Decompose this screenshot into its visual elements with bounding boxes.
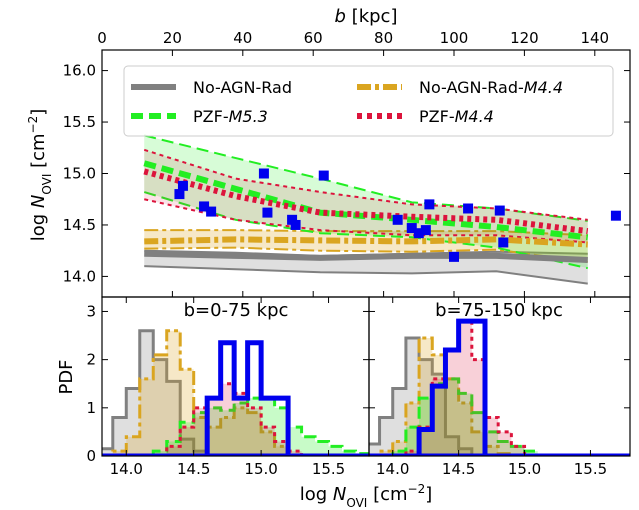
top-x-tick-label: 60 <box>304 29 323 47</box>
bottom-left-hist-no-agn-rad-m4-4 <box>102 329 369 456</box>
observation-point <box>287 214 298 225</box>
top-panel-ylabel: log NOVI [cm−2] <box>26 109 54 242</box>
observation-point <box>406 223 417 234</box>
lower-line-no-agn-rad <box>144 265 588 285</box>
top-x-tick-label: 20 <box>163 29 182 47</box>
top-y-tick-label: 14.0 <box>63 267 96 285</box>
lower-line-pzf-m5-3 <box>143 191 588 270</box>
bottom-xlabel-rest: [cm <box>367 484 407 505</box>
top-y-tick-label: 14.5 <box>63 216 96 234</box>
legend-label-pzf-m53-main: PZF- <box>193 107 229 126</box>
bottom-xlabel-italic: N <box>333 484 346 505</box>
legend-label-pzf-m44-main: PZF- <box>419 107 455 126</box>
legend-label-no-agn-rad-m44-main: No-AGN-Rad- <box>419 78 524 97</box>
bottom-left-x-tick-label: 14.0 <box>110 460 143 478</box>
observation-point <box>177 180 188 191</box>
top-x-tick-label: 40 <box>233 29 252 47</box>
bottom-left-y-tick-label: 2 <box>86 351 96 369</box>
median-line-pzf-m5-3 <box>143 160 589 241</box>
bottom-right-x-tick-label: 14.5 <box>442 460 475 478</box>
top-ylabel-close: ] <box>28 109 49 116</box>
top-y-tick-label: 15.5 <box>63 113 96 131</box>
top-x-tick-label: 140 <box>580 29 609 47</box>
observation-point <box>449 251 459 262</box>
top-x-tick-label: 0 <box>97 29 107 47</box>
top-ylabel-main: log <box>28 208 49 241</box>
median-line-no-agn-rad <box>144 250 588 263</box>
observation-point <box>199 201 210 212</box>
legend-label-pzf-m53-italic: M5.3 <box>229 107 268 126</box>
top-ylabel-rest: [cm <box>28 133 49 173</box>
legend-label-pzf-m44-italic: M4.4 <box>455 107 494 126</box>
bottom-left-panel-title: b=0-75 kpc <box>184 300 289 321</box>
bottom-left-x-tick-label: 15.0 <box>244 460 277 478</box>
bottom-right-hist-observations <box>369 318 630 456</box>
bottom-xlabel-exp: −2 <box>408 482 426 496</box>
observation-point <box>424 199 435 210</box>
legend-label-no-agn-rad-main: No-AGN-Rad <box>193 78 292 97</box>
bottom-left-panel-plot <box>102 329 369 456</box>
legend: No-AGN-Rad No-AGN-Rad-M4.4 PZF-M5.3 PZF-… <box>123 65 614 137</box>
bottom-left-y-tick-label: 1 <box>86 399 96 417</box>
band-pzf-m5-3 <box>144 135 588 269</box>
observation-point <box>206 206 217 217</box>
legend-label-pzf-m44: PZF-M4.4 <box>419 107 494 126</box>
median-line-pzf-m4-4 <box>143 168 589 235</box>
bottom-left-hist-observations <box>102 340 369 456</box>
lower-line-no-agn-rad-m4-4 <box>144 246 588 263</box>
upper-line-pzf-m4-4 <box>143 148 588 221</box>
observation-point <box>290 219 301 230</box>
bottom-xlabel-main: log <box>300 484 333 505</box>
bottom-right-panel-title: b=75-150 kpc <box>435 300 563 321</box>
bottom-xlabel: log NOVI [cm−2] <box>300 482 433 510</box>
upper-line-no-agn-rad-m4-4 <box>144 229 588 237</box>
top-x-tick-label: 100 <box>440 29 469 47</box>
top-axis-label: b [kpc] <box>335 6 398 27</box>
legend-label-no-agn-rad: No-AGN-Rad <box>193 78 292 97</box>
bottom-left-y-tick-label: 0 <box>86 447 96 465</box>
top-x-tick-label: 80 <box>374 29 393 47</box>
median-line-no-agn-rad-m4-4 <box>144 236 588 248</box>
axes-layer: 0 20 40 60 80 100 120 14014.014.515.015.516.014… <box>63 29 631 478</box>
top-axis-label-italic: b <box>335 6 346 27</box>
observation-point <box>463 203 474 214</box>
bottom-right-x-tick-label: 14.0 <box>376 460 409 478</box>
bottom-xlabel-sub: OVI <box>346 496 367 510</box>
top-ylabel-exp: −2 <box>26 116 40 134</box>
top-x-tick-label: 120 <box>510 29 539 47</box>
top-panel-plot <box>143 134 621 285</box>
bottom-right-panel-plot <box>369 318 630 456</box>
observation-point <box>318 170 329 181</box>
observation-point <box>262 207 273 218</box>
observation-point <box>494 205 505 216</box>
observation-point <box>258 168 269 179</box>
bottom-left-x-tick-label: 14.5 <box>177 460 210 478</box>
observation-point <box>420 225 431 236</box>
top-y-tick-label: 16.0 <box>63 62 96 80</box>
bottom-ylabel: PDF <box>56 359 77 394</box>
observation-point <box>413 228 424 239</box>
upper-line-pzf-m5-3 <box>143 134 588 222</box>
top-axis-label-rest: [kpc] <box>346 6 398 27</box>
legend-label-no-agn-rad-m44-italic: M4.4 <box>524 78 563 97</box>
observation-point <box>610 210 621 221</box>
top-ylabel-sub: OVI <box>40 174 54 195</box>
bottom-left-y-tick-label: 3 <box>86 302 96 320</box>
bottom-right-x-tick-label: 15.0 <box>508 460 541 478</box>
top-ylabel-italic: N <box>28 195 49 208</box>
legend-frame <box>123 65 614 137</box>
observation-point <box>174 189 185 200</box>
lower-line-pzf-m4-4 <box>144 198 588 244</box>
bottom-xlabel-close: ] <box>425 484 432 505</box>
observation-point <box>392 214 403 225</box>
bottom-left-x-tick-label: 15.5 <box>312 460 345 478</box>
bottom-right-panel-frame <box>368 296 631 457</box>
legend-label-no-agn-rad-m44: No-AGN-Rad-M4.4 <box>419 78 563 97</box>
legend-label-pzf-m53: PZF-M5.3 <box>193 107 268 126</box>
top-y-tick-label: 15.0 <box>63 165 96 183</box>
bottom-right-x-tick-label: 15.5 <box>574 460 607 478</box>
observation-point <box>498 237 509 248</box>
